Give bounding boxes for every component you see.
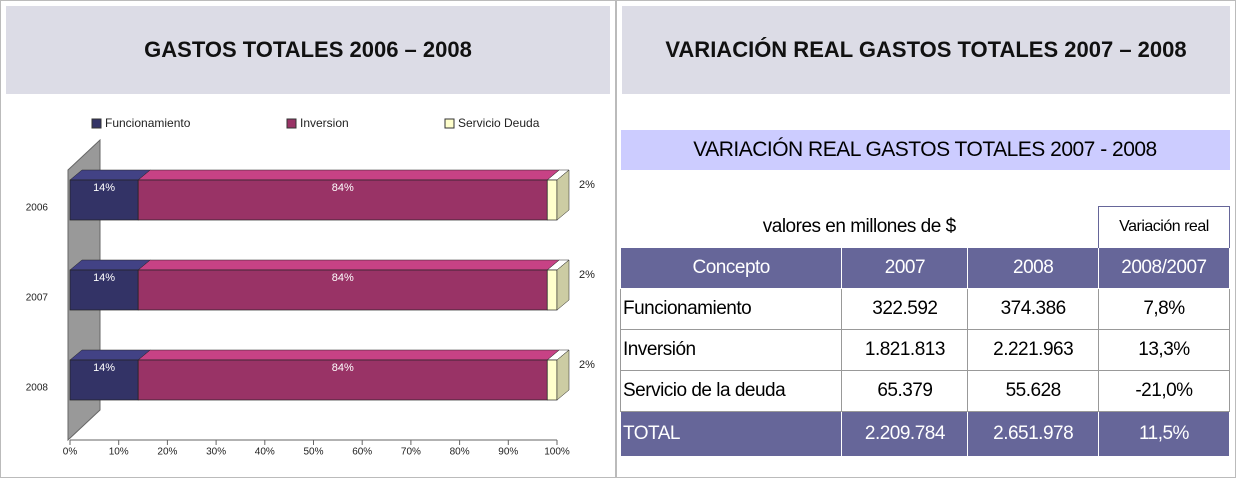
x-tick-label: 50% — [303, 447, 323, 458]
units: valores en millones de $ — [762, 215, 956, 237]
x-tick-label: 100% — [544, 447, 570, 458]
bar-top — [137, 169, 560, 181]
total-cell: TOTAL — [619, 411, 843, 457]
cell: 65.379 — [841, 370, 969, 412]
bar-segment — [69, 179, 139, 221]
header-cell: 2007 — [841, 247, 969, 289]
legend-swatch — [444, 118, 455, 129]
bar-segment — [546, 179, 558, 221]
bar-top — [69, 349, 151, 361]
x-tick-label: 70% — [401, 447, 421, 458]
x-tick-label: 40% — [255, 447, 275, 458]
variation-label: Variación real — [1097, 206, 1231, 248]
legend-swatch — [91, 118, 102, 129]
cell: Inversión — [619, 329, 843, 371]
table: VARIACIÓN REAL GASTOS TOTALES 2007 - 200… — [619, 130, 1231, 457]
row: Servicio de la deuda 65.379 55.628 -21,0% — [619, 370, 1231, 412]
value-label: 2% — [579, 179, 595, 191]
cell: 1.821.813 — [841, 329, 969, 371]
x-tick-label: 90% — [498, 447, 518, 458]
value-label: 84% — [332, 362, 354, 374]
header-cell: Concepto — [619, 247, 843, 289]
value-label: 84% — [332, 272, 354, 284]
value-label: 14% — [93, 362, 115, 374]
cell: 13,3% — [1097, 329, 1231, 371]
bar-segment — [137, 359, 548, 401]
x-tick-label: 20% — [157, 447, 177, 458]
y-tick-label: 2007 — [26, 293, 49, 304]
cell: -21,0% — [1097, 370, 1231, 412]
bar-side — [556, 259, 570, 311]
header-cell: 2008 — [967, 247, 1099, 289]
cell: 322.592 — [841, 288, 969, 330]
bar-top — [69, 169, 151, 181]
x-tick-label: 80% — [450, 447, 470, 458]
x-tick-label: 0% — [63, 447, 78, 458]
cell: 7,8% — [1097, 288, 1231, 330]
y-tick-label: 2008 — [26, 383, 49, 394]
bar-top — [137, 349, 560, 361]
row: Funcionamiento 322.592 374.386 7,8% — [619, 288, 1231, 330]
value-label: 2% — [579, 359, 595, 371]
legend-label: Funcionamiento — [105, 116, 191, 130]
legend-swatch — [286, 118, 297, 129]
bar-top — [69, 259, 151, 271]
cell: 55.628 — [967, 370, 1099, 412]
bar-segment — [546, 269, 558, 311]
cell: 2.221.963 — [967, 329, 1099, 371]
x-tick-label: 60% — [352, 447, 372, 458]
value-label: 14% — [93, 182, 115, 194]
bar-side — [556, 169, 570, 221]
cell: Funcionamiento — [619, 288, 843, 330]
legend-label: Inversion — [300, 116, 349, 130]
legend-label: Servicio Deuda — [458, 116, 540, 130]
total-cell: 2.209.784 — [841, 411, 969, 457]
bar-top — [137, 259, 560, 271]
value-label: 14% — [93, 272, 115, 284]
x-tick-label: 10% — [109, 447, 129, 458]
bar-side — [556, 349, 570, 401]
bar-segment — [137, 269, 548, 311]
cell: 374.386 — [967, 288, 1099, 330]
value-label: 84% — [332, 182, 354, 194]
x-tick-label: 30% — [206, 447, 226, 458]
left-title: GASTOS TOTALES 2006 – 2008 — [6, 6, 610, 94]
cell: Servicio de la deuda — [619, 370, 843, 412]
total-cell: 2.651.978 — [967, 411, 1099, 457]
total-cell: 11,5% — [1097, 411, 1231, 457]
total-row: TOTAL 2.209.784 2.651.978 11,5% — [619, 411, 1231, 457]
table-title: VARIACIÓN REAL GASTOS TOTALES 2007 - 200… — [620, 130, 1230, 170]
y-tick-label: 2006 — [26, 203, 49, 214]
bar-segment — [137, 179, 548, 221]
row: Inversión 1.821.813 2.221.963 13,3% — [619, 329, 1231, 371]
header-cell: 2008/2007 — [1097, 247, 1231, 289]
chart: 0% 10% 20% 30% 40% 50% 60% 70% 80% 90% 100% Funcion… — [26, 116, 595, 458]
bar-segment — [69, 269, 139, 311]
value-label: 2% — [579, 269, 595, 281]
right-title: VARIACIÓN REAL GASTOS TOTALES 2007 – 200… — [622, 6, 1230, 94]
bar-segment — [546, 359, 558, 401]
